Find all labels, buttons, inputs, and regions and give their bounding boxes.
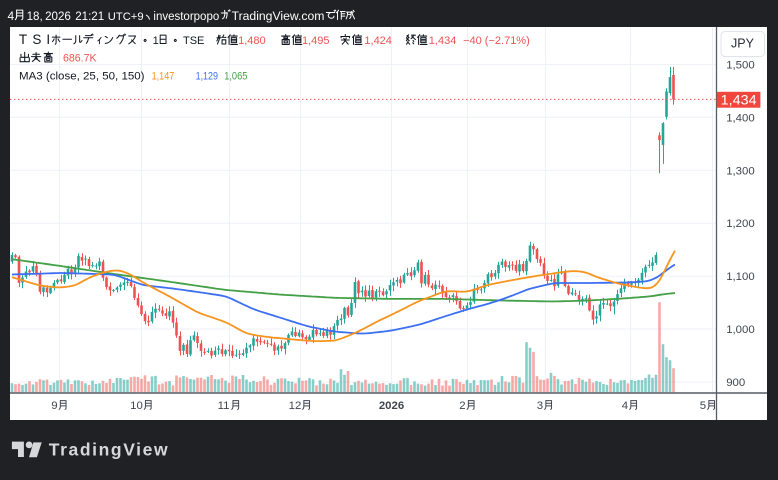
svg-text:1,129: 1,129 (196, 70, 218, 82)
svg-text:JPY: JPY (731, 37, 755, 51)
svg-text:1,000: 1,000 (726, 324, 755, 336)
svg-text:1,200: 1,200 (726, 218, 755, 230)
svg-text:UTC+9: UTC+9 (108, 11, 144, 23)
svg-text:1: 1 (153, 35, 159, 47)
svg-text:686.7K: 686.7K (63, 53, 97, 65)
svg-text:1,065: 1,065 (224, 70, 247, 82)
svg-text:1,500: 1,500 (726, 59, 755, 71)
svg-text:1,495: 1,495 (302, 35, 330, 47)
svg-text:S: S (32, 32, 41, 47)
svg-text:3: 3 (537, 400, 543, 412)
svg-text:TradingView.com: TradingView.com (232, 9, 325, 23)
svg-text:1,434: 1,434 (721, 92, 757, 108)
svg-text:9: 9 (51, 400, 57, 412)
svg-text:I: I (46, 32, 50, 47)
svg-text:1,400: 1,400 (726, 112, 755, 124)
svg-text:21:21: 21:21 (75, 10, 104, 23)
svg-text:1,434: 1,434 (429, 35, 457, 47)
svg-text:2: 2 (459, 400, 465, 412)
svg-text:TSE: TSE (183, 35, 204, 47)
svg-text:1,300: 1,300 (726, 165, 755, 177)
svg-text:900: 900 (726, 377, 745, 389)
svg-text:investorpopo: investorpopo (153, 11, 219, 23)
svg-text:18,: 18, (27, 10, 43, 23)
svg-text:2026: 2026 (45, 10, 71, 23)
svg-text:1,424: 1,424 (364, 35, 392, 47)
svg-text:TradingView: TradingView (49, 440, 169, 460)
svg-text:11: 11 (218, 400, 230, 412)
svg-text:10: 10 (130, 400, 143, 412)
svg-text:1,480: 1,480 (238, 35, 266, 47)
svg-text:4: 4 (8, 9, 15, 23)
svg-text:MA3 (close, 25, 50, 150): MA3 (close, 25, 50, 150) (19, 70, 145, 82)
svg-text:4: 4 (622, 400, 628, 412)
svg-text:5: 5 (700, 400, 706, 412)
svg-text:T: T (19, 32, 27, 47)
svg-text:12: 12 (289, 400, 302, 412)
svg-text:2026: 2026 (379, 400, 404, 412)
svg-text:−40 (−2.71%): −40 (−2.71%) (463, 35, 530, 47)
svg-text:1,147: 1,147 (152, 70, 175, 82)
svg-text:1,100: 1,100 (726, 271, 755, 283)
